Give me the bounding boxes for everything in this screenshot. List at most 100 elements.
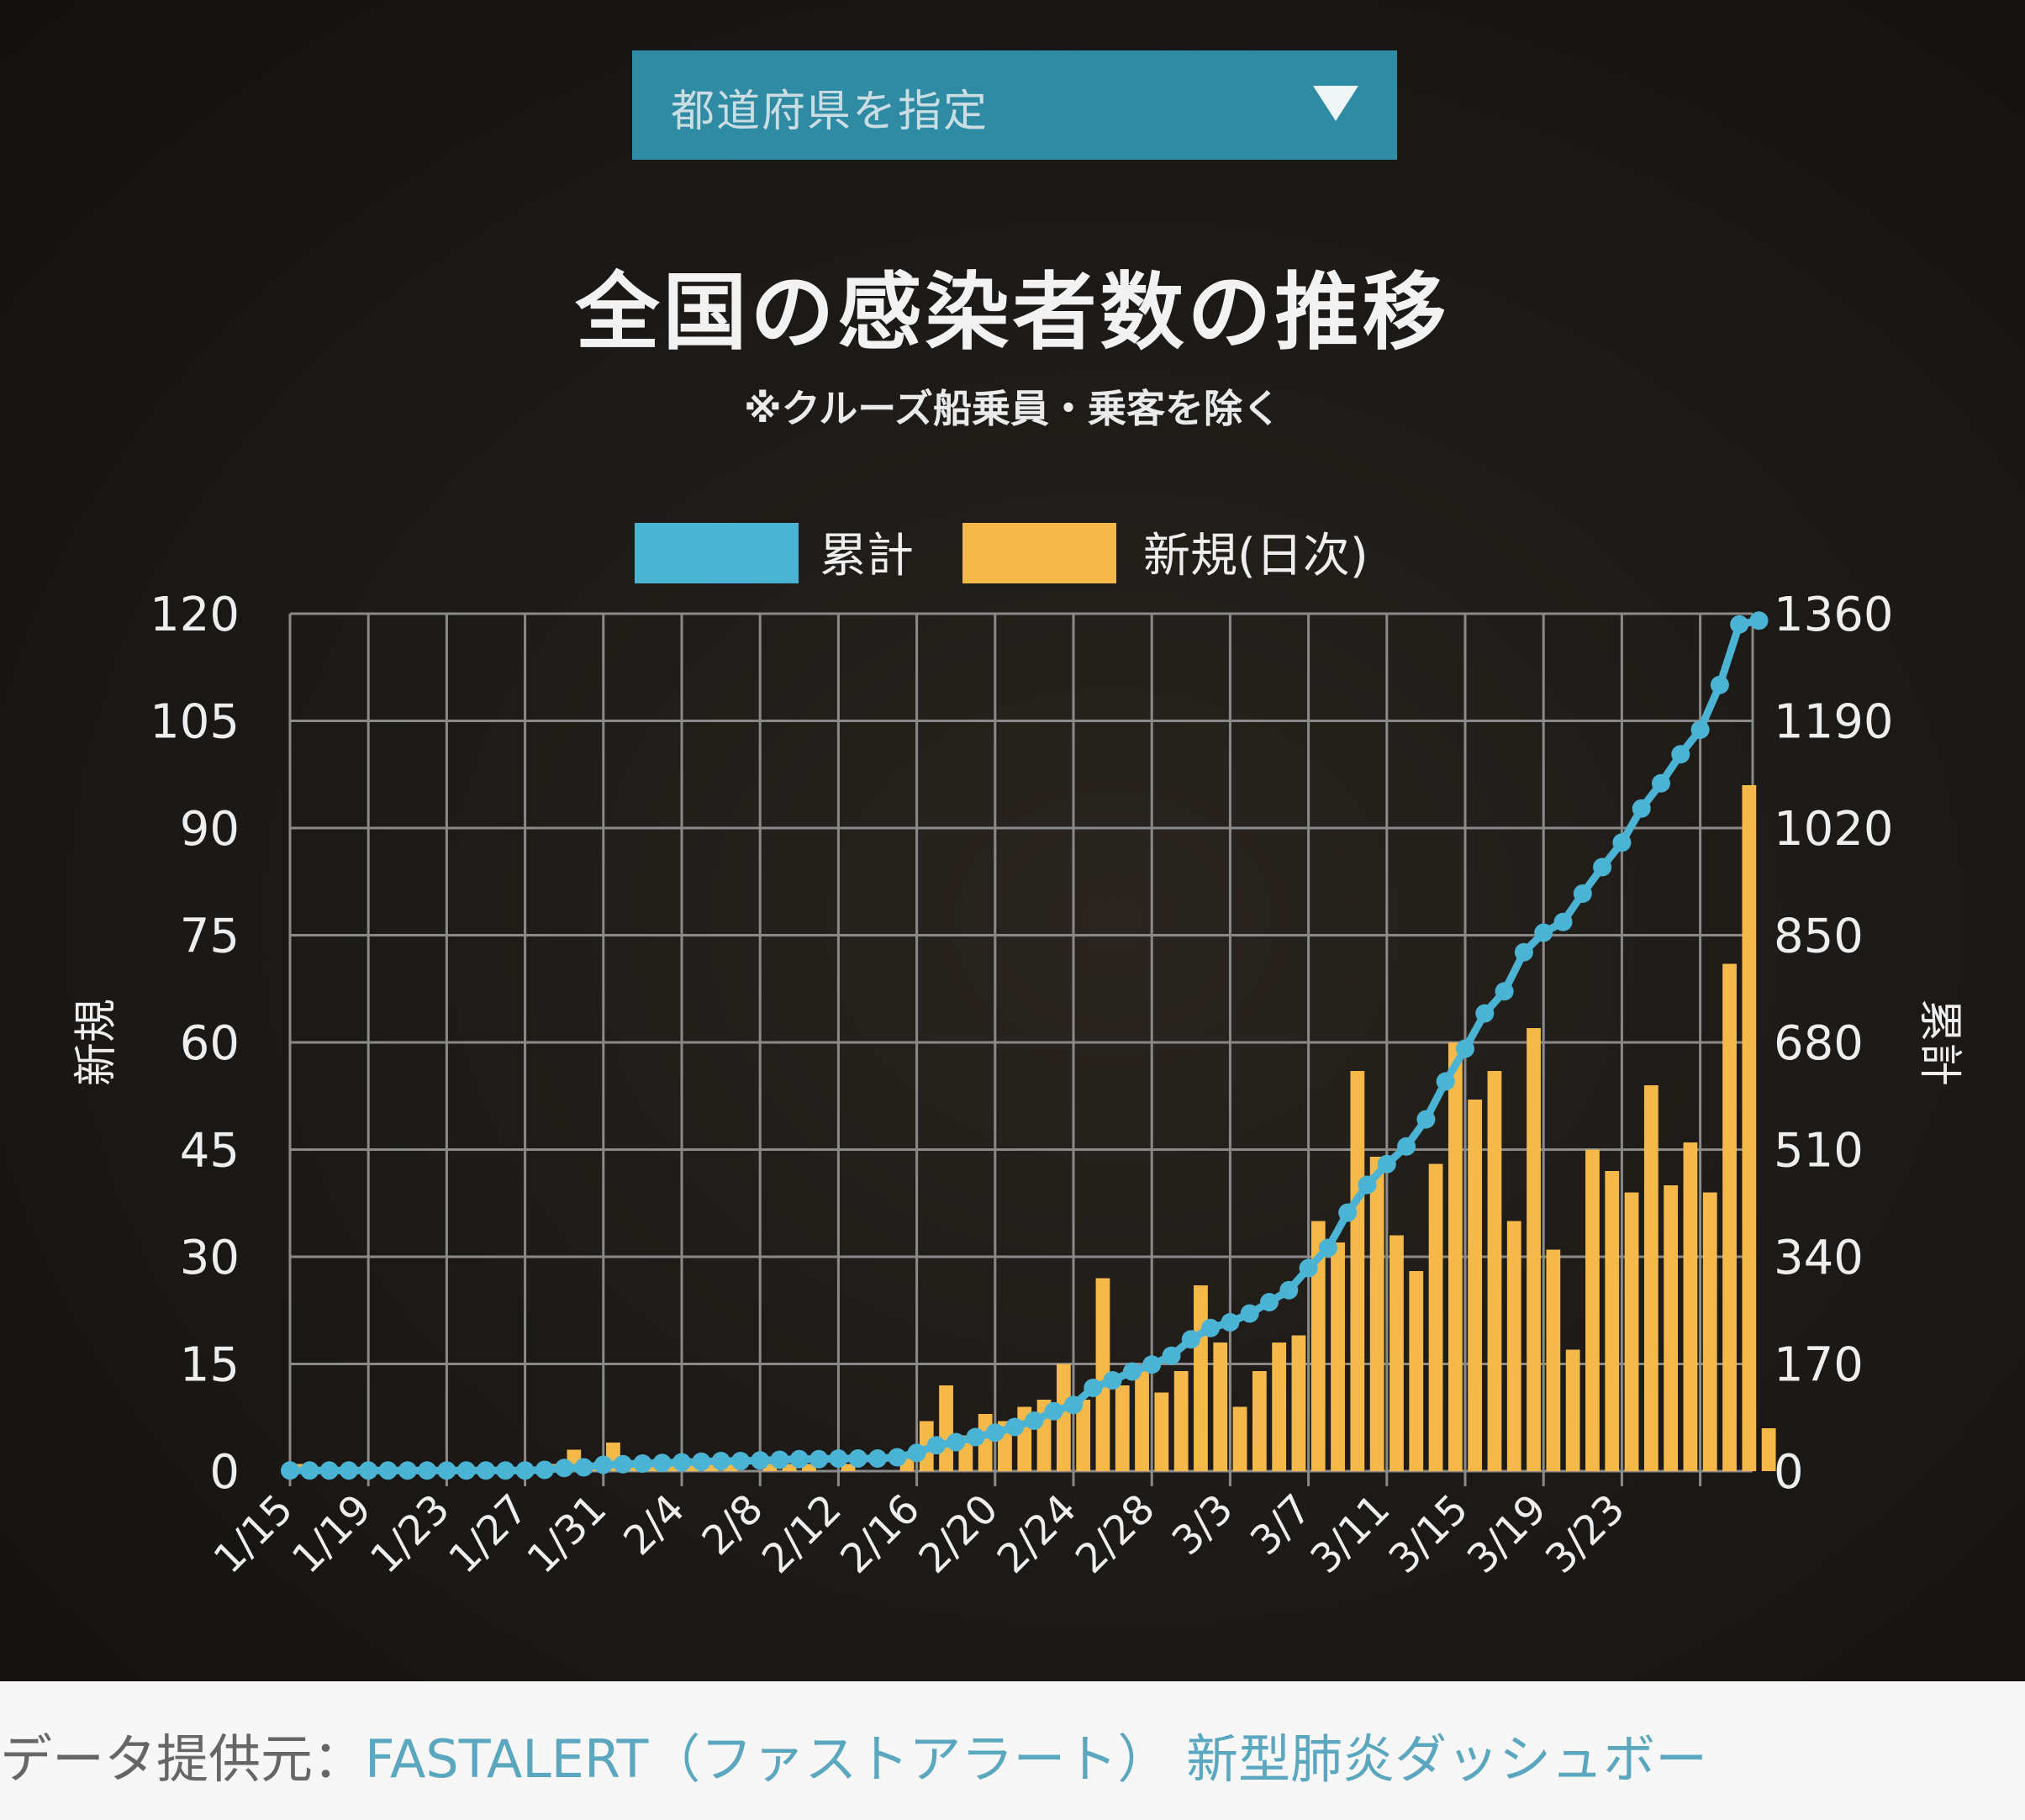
- cumulative-point: [1436, 1072, 1455, 1091]
- chevron-down-icon[interactable]: [1313, 86, 1358, 121]
- cumulative-point: [300, 1461, 319, 1480]
- cumulative-point: [1084, 1379, 1103, 1397]
- y-tick-label-left: 75: [180, 910, 240, 964]
- bar: [1252, 1371, 1267, 1471]
- cumulative-point: [437, 1461, 456, 1480]
- y-tick-label-right: 1360: [1774, 588, 1894, 642]
- bar: [939, 1385, 953, 1471]
- cumulative-point: [339, 1461, 358, 1480]
- cumulative-point: [1044, 1401, 1063, 1421]
- bar: [684, 1464, 699, 1471]
- bar: [1487, 1071, 1502, 1471]
- x-tick-label: 2/12: [753, 1485, 851, 1583]
- bar: [1468, 1100, 1483, 1471]
- cumulative-point: [1612, 833, 1632, 852]
- cumulative-point: [966, 1427, 985, 1447]
- right-axis-label: 累計: [1914, 999, 1964, 1086]
- y-tick-label-left: 45: [180, 1124, 240, 1179]
- bar: [1135, 1371, 1149, 1471]
- y-tick-label-left: 30: [180, 1231, 240, 1285]
- cumulative-point: [1358, 1175, 1377, 1195]
- chart-title: 全国の感染者数の推移: [575, 263, 1450, 361]
- legend-swatch-cumulative: [635, 523, 799, 583]
- cumulative-point: [770, 1450, 789, 1469]
- data-source: データ提供元：FASTALERT（ファストアラート） 新型肺炎ダッシュボー: [0, 1717, 1707, 1792]
- x-tick-label: 3/3: [1163, 1485, 1242, 1564]
- x-tick-label: 3/15: [1380, 1485, 1478, 1583]
- cumulative-point: [1514, 942, 1533, 962]
- cumulative-point: [1573, 884, 1592, 903]
- cumulative-point: [985, 1423, 1005, 1443]
- bar: [782, 1464, 797, 1471]
- cumulative-point: [593, 1455, 613, 1474]
- cumulative-point: [789, 1449, 809, 1469]
- cumulative-point: [692, 1452, 711, 1471]
- bar: [1310, 1221, 1326, 1471]
- cumulative-point: [456, 1461, 476, 1480]
- cumulative-point: [496, 1461, 515, 1480]
- y-tick-label-left: 90: [180, 802, 240, 857]
- bar: [1213, 1343, 1228, 1471]
- cumulative-point: [1632, 799, 1651, 818]
- bar: [1291, 1335, 1306, 1471]
- y-tick-label-right: 170: [1774, 1338, 1864, 1393]
- cumulative-line-path: [290, 616, 1760, 1474]
- legend-label-cumulative: 累計: [820, 529, 914, 583]
- data-source-link[interactable]: FASTALERT（ファストアラート） 新型肺炎ダッシュボー: [365, 1728, 1708, 1790]
- cumulative-point: [947, 1432, 966, 1452]
- cumulative-point: [1397, 1137, 1416, 1156]
- y-tick-label-right: 1190: [1774, 695, 1894, 750]
- cumulative-point: [1240, 1304, 1259, 1323]
- cumulative-point: [1201, 1318, 1221, 1337]
- cumulative-point: [829, 1449, 848, 1468]
- cumulative-point: [1299, 1258, 1318, 1278]
- y-tick-label-left: 120: [150, 588, 240, 642]
- cumulative-point: [535, 1460, 554, 1480]
- bar: [1605, 1171, 1620, 1471]
- cumulative-point: [1025, 1411, 1044, 1430]
- bar: [1702, 1192, 1717, 1471]
- bar: [1056, 1364, 1071, 1471]
- bar: [1546, 1249, 1561, 1471]
- bar: [1076, 1400, 1091, 1471]
- x-tick-label: 3/11: [1301, 1485, 1399, 1583]
- cumulative-point: [633, 1454, 652, 1473]
- y-tick-label-right: 850: [1774, 910, 1864, 964]
- cumulative-point: [848, 1449, 867, 1468]
- y-tick-label-left: 0: [209, 1445, 240, 1500]
- left-axis-label: 新規: [71, 999, 122, 1086]
- footer: データ提供元：FASTALERT（ファストアラート） 新型肺炎ダッシュボー: [0, 1681, 2025, 1820]
- cumulative-point: [652, 1453, 672, 1473]
- chart: 0 0 15 170 30 340 45 510 60 680 75 850 90 1020 105 1190…: [71, 523, 1964, 1583]
- bar: [1585, 1149, 1600, 1471]
- prefecture-dropdown[interactable]: 都道府県を指定: [632, 50, 1397, 160]
- grid: [288, 612, 1754, 1486]
- prefecture-dropdown-label: 都道府県を指定: [671, 87, 989, 137]
- bar: [723, 1464, 738, 1471]
- bar: [1194, 1285, 1208, 1471]
- cumulative-point: [809, 1449, 829, 1469]
- cumulative-point: [477, 1461, 495, 1480]
- bar: [1428, 1163, 1443, 1471]
- cumulative-point: [1122, 1362, 1142, 1381]
- bar: [645, 1464, 660, 1471]
- chart-subtitle: ※クルーズ船乗員・乗客を除く: [743, 386, 1282, 431]
- cumulative-point: [1749, 611, 1769, 630]
- bar: [1643, 1085, 1658, 1471]
- cumulative-point: [1495, 982, 1514, 1001]
- cumulative-point: [1260, 1293, 1279, 1311]
- bar: [1369, 1157, 1384, 1471]
- cumulative-point: [515, 1461, 535, 1480]
- bar: [1154, 1392, 1169, 1471]
- x-tick-label: 1/31: [518, 1485, 615, 1583]
- bar: [1350, 1071, 1365, 1471]
- bar: [1173, 1371, 1189, 1471]
- x-tick-label: 2/24: [989, 1485, 1086, 1583]
- cumulative-point: [1593, 857, 1612, 877]
- cumulative-point: [926, 1436, 946, 1455]
- bar: [704, 1464, 719, 1471]
- cumulative-point: [1005, 1417, 1025, 1437]
- bar: [1331, 1242, 1345, 1471]
- bars: [293, 785, 1776, 1471]
- cumulative-point: [1416, 1110, 1436, 1129]
